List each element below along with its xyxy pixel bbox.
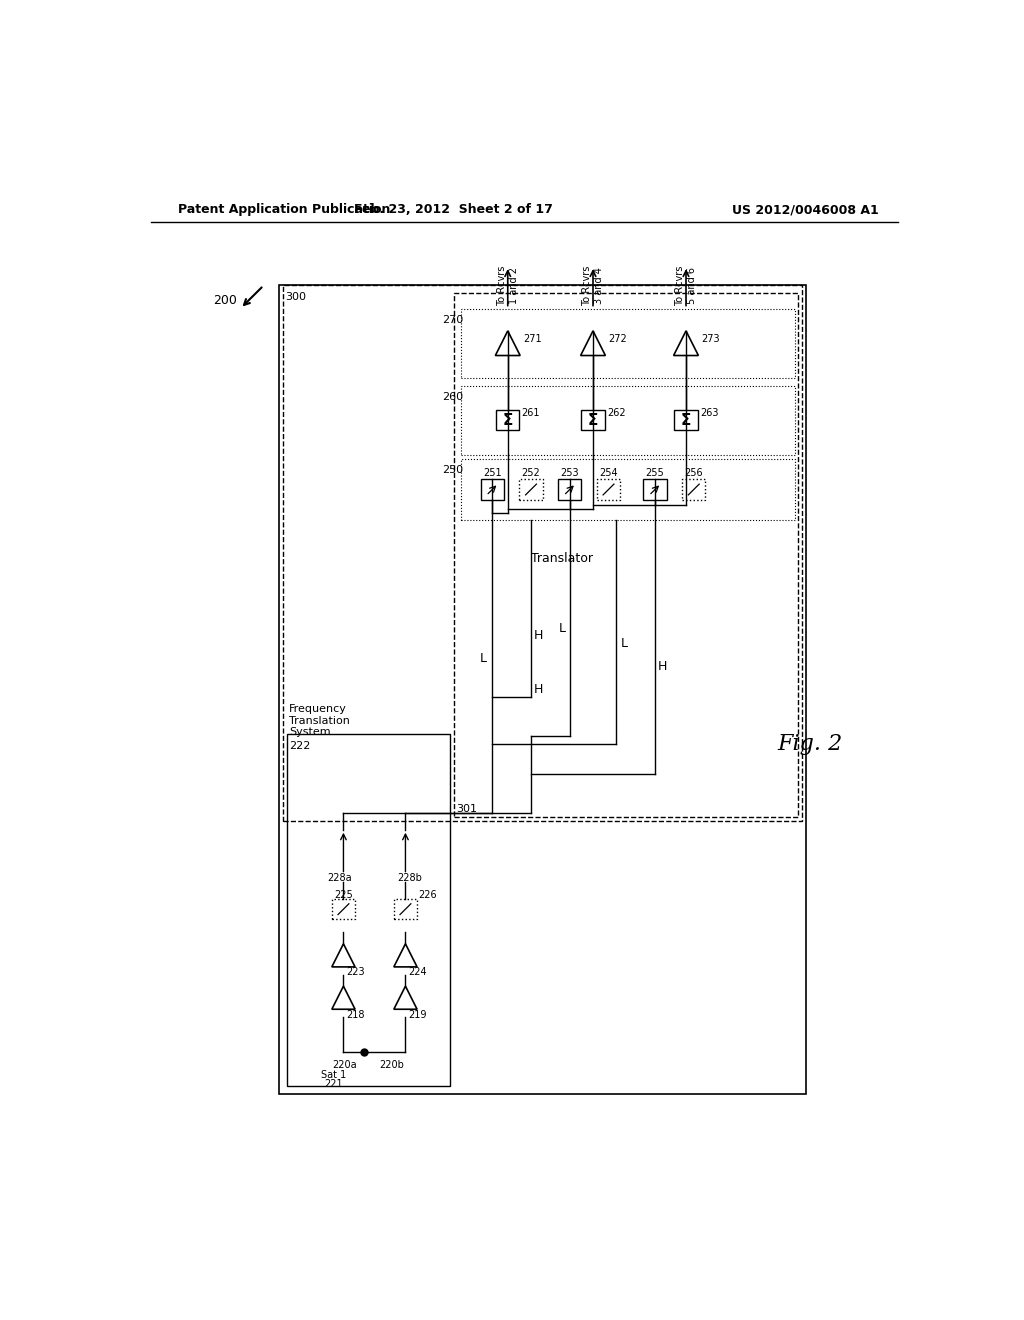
Bar [582,411,604,430]
Text: 255: 255 [645,467,665,478]
Text: 261: 261 [521,408,541,417]
Text: 273: 273 [701,334,720,345]
Bar [597,479,621,499]
Text: Translator: Translator [531,552,593,565]
Text: 270: 270 [442,315,463,325]
Text: 271: 271 [523,334,542,345]
Text: 252: 252 [521,467,541,478]
Text: 226: 226 [418,890,436,900]
Text: 221: 221 [324,1078,343,1089]
Text: 225: 225 [334,890,353,900]
Bar [283,285,802,821]
Bar [519,479,543,499]
Text: H: H [535,630,544,643]
Text: 220b: 220b [379,1060,403,1071]
Text: 253: 253 [560,467,579,478]
Text: 254: 254 [599,467,617,478]
Text: To Rcvrs
1 and 2: To Rcvrs 1 and 2 [497,265,518,306]
Text: Sat 1: Sat 1 [321,1069,346,1080]
Text: 260: 260 [442,392,463,403]
Bar [496,411,519,430]
Text: Patent Application Publication: Patent Application Publication [178,203,391,216]
Bar [461,385,795,455]
Bar [682,479,706,499]
Bar [643,479,667,499]
Text: 220a: 220a [333,1060,357,1071]
Text: 224: 224 [409,968,427,977]
Bar [558,479,582,499]
Text: H: H [535,684,544,696]
Text: 301: 301 [456,804,477,814]
Bar [675,411,697,430]
Text: US 2012/0046008 A1: US 2012/0046008 A1 [732,203,880,216]
Bar [461,309,795,378]
Text: 219: 219 [409,1010,427,1019]
Text: Σ: Σ [503,413,513,428]
Text: 300: 300 [286,292,306,302]
Text: To Rcvrs
3 and 4: To Rcvrs 3 and 4 [583,265,604,306]
Text: 250: 250 [442,465,463,475]
Text: Σ: Σ [588,413,598,428]
Text: 228b: 228b [397,874,422,883]
Text: 200: 200 [213,294,237,308]
Text: H: H [658,660,668,673]
Bar [287,734,450,1086]
Text: 272: 272 [608,334,628,345]
Bar [280,285,806,1094]
Text: To Rcvrs
5 and 6: To Rcvrs 5 and 6 [675,265,696,306]
Text: 263: 263 [700,408,719,417]
Text: Σ: Σ [681,413,691,428]
Text: 218: 218 [346,1010,365,1019]
Text: L: L [479,652,486,665]
Bar [394,899,417,919]
Text: Frequency
Translation
System: Frequency Translation System [289,704,350,737]
Text: 256: 256 [684,467,703,478]
Text: 251: 251 [483,467,502,478]
Bar [480,479,504,499]
Text: Fig. 2: Fig. 2 [777,733,843,755]
Text: 222: 222 [289,741,310,751]
Text: L: L [621,638,628,649]
Text: 223: 223 [346,968,366,977]
Bar [332,899,355,919]
Text: 228a: 228a [328,874,352,883]
Text: L: L [558,622,565,635]
Text: Feb. 23, 2012  Sheet 2 of 17: Feb. 23, 2012 Sheet 2 of 17 [354,203,553,216]
Bar [454,293,799,817]
Text: 262: 262 [607,408,626,417]
Bar [461,459,795,520]
